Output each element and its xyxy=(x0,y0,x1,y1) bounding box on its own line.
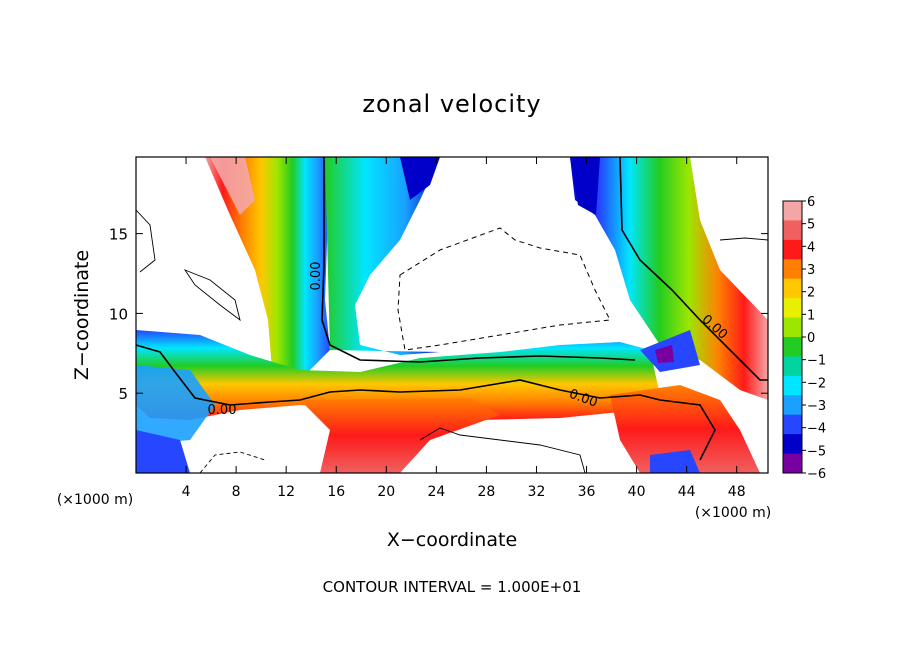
colorbar-swatch xyxy=(783,337,802,357)
colorbar-tick-label: −3 xyxy=(807,399,826,414)
y-tick-label: 15 xyxy=(109,226,128,244)
x-tick-label: 32 xyxy=(528,484,546,500)
colorbar-swatch xyxy=(783,278,802,299)
chart-title: zonal velocity xyxy=(362,90,541,118)
colorbar-swatch xyxy=(783,356,802,377)
patch-purple xyxy=(655,345,674,363)
wedge-lower xyxy=(300,398,500,473)
colorbar-tick-label: −5 xyxy=(807,444,826,459)
colorbar-swatch xyxy=(783,414,802,435)
colorbar-swatch xyxy=(783,298,802,319)
colorbar-swatch xyxy=(783,239,802,260)
colorbar-tick-label: 3 xyxy=(807,263,815,278)
patch-dark-2 xyxy=(570,157,600,215)
colorbar-tick-label: 0 xyxy=(807,331,815,346)
contour-interval-note: CONTOUR INTERVAL = 1.000E+01 xyxy=(323,578,582,596)
x-unit-right: (×1000 m) xyxy=(695,505,771,521)
contour-dashed xyxy=(397,227,611,351)
y-axis-ticks: 5 10 15 xyxy=(109,226,768,403)
lobe-left xyxy=(136,365,215,445)
x-tick-label: 20 xyxy=(377,484,395,500)
colorbar-tick-label: 1 xyxy=(807,308,815,323)
colorbar-swatch xyxy=(783,434,802,455)
x-tick-label: 4 xyxy=(182,484,191,500)
colorbar-swatch xyxy=(783,259,802,280)
patch-dark-1 xyxy=(400,157,440,200)
x-tick-label: 40 xyxy=(628,484,646,500)
colorbar-tick-label: 4 xyxy=(807,240,815,255)
colorbar-tick-label: −2 xyxy=(807,376,826,391)
x-unit-left: (×1000 m) xyxy=(57,492,133,508)
y-tick-label: 5 xyxy=(118,385,128,403)
contour-thin-2 xyxy=(136,209,156,273)
contour-thin-1 xyxy=(183,269,241,322)
y-tick-label: 10 xyxy=(109,305,128,323)
jet-upper xyxy=(325,157,440,355)
contour-label: 0.00 xyxy=(208,403,237,418)
x-tick-label: 8 xyxy=(232,484,241,500)
colorbar: 6 5 4 3 2 1 0 −1 −2 −3 −4 −5 −6 xyxy=(782,195,826,482)
colorbar-swatch xyxy=(783,453,802,474)
x-tick-label: 44 xyxy=(678,484,696,500)
x-tick-label: 16 xyxy=(327,484,345,500)
x-tick-label: 36 xyxy=(578,484,596,500)
contour-zero-right xyxy=(619,157,768,381)
colorbar-swatch xyxy=(783,201,802,221)
colorbar-swatch xyxy=(783,395,802,416)
contour-zero-lower xyxy=(136,344,716,461)
x-tick-label: 48 xyxy=(728,484,746,500)
y-axis-title: Z−coordinate xyxy=(71,250,93,380)
colorbar-tick-label: 5 xyxy=(807,218,815,233)
x-axis-ticks: 4 8 12 16 20 24 28 32 36 40 44 48 xyxy=(182,157,746,500)
x-tick-label: 24 xyxy=(427,484,445,500)
contour-thin-5 xyxy=(199,451,266,473)
heatmap-field xyxy=(136,157,768,473)
colorbar-tick-label: −1 xyxy=(807,354,826,369)
plume-left xyxy=(205,157,330,380)
patch-dark-3 xyxy=(136,430,190,473)
band-horizontal xyxy=(136,330,660,420)
contour-thin-4 xyxy=(719,237,768,241)
patch-dark-5 xyxy=(650,450,700,473)
contour-lines xyxy=(136,157,768,473)
colorbar-swatch xyxy=(783,375,802,396)
x-axis-title: X−coordinate xyxy=(387,529,517,551)
contour-thin-3 xyxy=(419,427,586,473)
patch-pink xyxy=(210,157,255,215)
x-tick-label: 28 xyxy=(478,484,496,500)
colorbar-tick-label: 6 xyxy=(807,195,815,210)
colorbar-swatch xyxy=(783,220,802,241)
blob-right-lower xyxy=(610,385,760,473)
x-tick-label: 12 xyxy=(277,484,295,500)
colorbar-tick-label: −4 xyxy=(807,422,826,437)
colorbar-tick-label: 2 xyxy=(807,286,815,301)
contour-label: 0.00 xyxy=(309,262,324,291)
contour-zero-vertical xyxy=(321,157,636,363)
colorbar-tick-label: −6 xyxy=(807,467,826,482)
colorbar-swatch xyxy=(783,317,802,338)
plot-frame xyxy=(135,156,769,474)
